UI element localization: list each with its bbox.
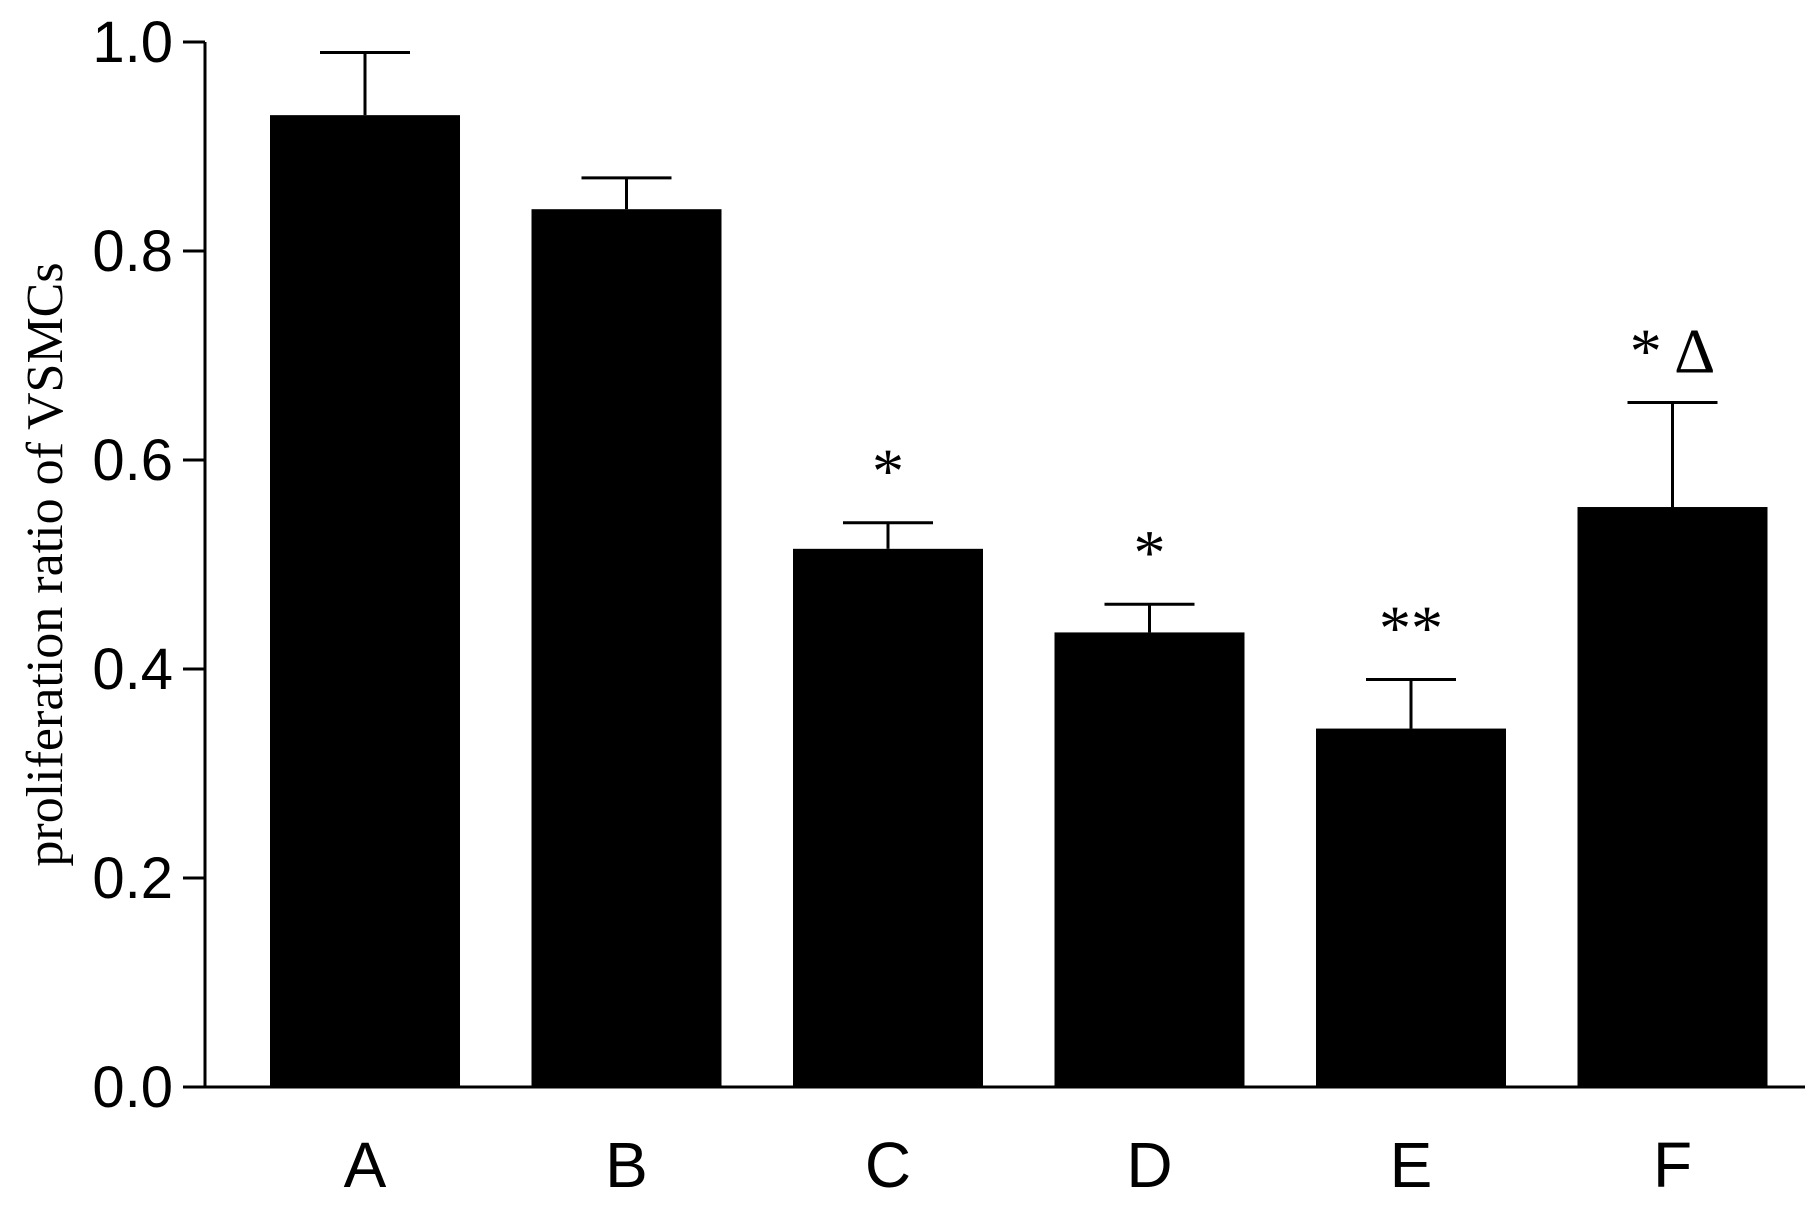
x-category-label: B	[605, 1129, 648, 1201]
significance-label-C: *	[872, 436, 904, 507]
x-category-label: C	[865, 1129, 911, 1201]
significance-label-F: * Δ	[1630, 316, 1716, 387]
y-tick-label: 0.4	[92, 637, 173, 702]
bar-D	[1054, 632, 1245, 1087]
significance-label-E: **	[1379, 592, 1443, 663]
y-ticks-group: 0.0 0.2 0.4 0.6 0.8 1.0	[92, 10, 205, 1120]
x-category-label: E	[1390, 1129, 1433, 1201]
x-category-label: F	[1653, 1129, 1692, 1201]
bar-F	[1577, 507, 1768, 1087]
annotations-group: ***** Δ	[872, 316, 1715, 664]
bar-A	[270, 115, 460, 1087]
y-tick-label: 0.0	[92, 1055, 173, 1120]
y-axis-title: proliferation ratio of VSMCs	[17, 262, 74, 866]
significance-label-D: *	[1134, 517, 1166, 588]
y-tick-label: 0.8	[92, 219, 173, 284]
bars-group	[270, 115, 1768, 1087]
error-bars-group	[320, 50, 1718, 729]
bar-C	[793, 548, 983, 1087]
x-category-label: A	[344, 1129, 387, 1201]
x-categories-group: A B C D E F	[344, 1129, 1692, 1201]
y-tick-label: 1.0	[92, 10, 173, 75]
bar-B	[531, 209, 722, 1087]
x-category-label: D	[1126, 1129, 1172, 1201]
y-tick-label: 0.2	[92, 846, 173, 911]
bar-E	[1316, 728, 1506, 1087]
y-tick-label: 0.6	[92, 428, 173, 493]
